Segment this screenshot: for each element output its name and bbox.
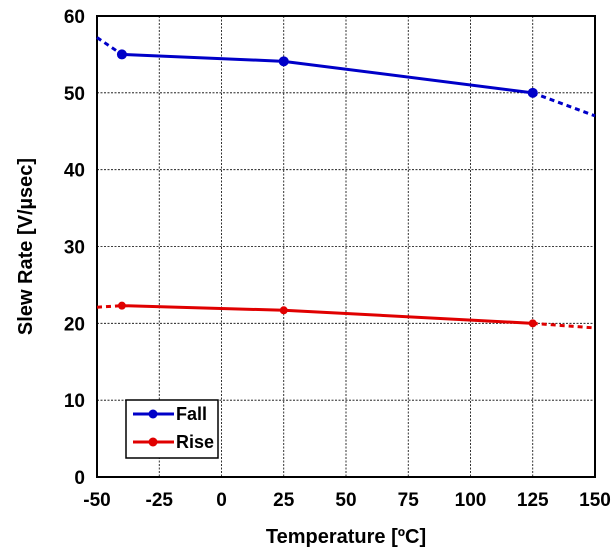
x-tick-label: 0 (216, 490, 227, 511)
series-rise (96, 301, 596, 330)
legend-item-fall: Fall (133, 404, 207, 424)
series-layer (96, 36, 596, 330)
legend-marker-rise (148, 437, 158, 447)
data-point-rise (117, 301, 126, 310)
series-fall-trend-right (532, 91, 596, 118)
series-rise-line (121, 304, 533, 325)
y-tick-label: 0 (74, 468, 85, 489)
y-tick-label: 10 (64, 391, 85, 412)
y-tick-label: 40 (64, 161, 85, 182)
x-tick-label: -50 (83, 490, 110, 511)
y-tick-label: 50 (64, 84, 85, 105)
legend-item-rise: Rise (133, 432, 214, 452)
y-tick-label: 60 (64, 7, 85, 28)
y-tick-label: 20 (64, 314, 85, 335)
legend-marker-fall (148, 409, 158, 419)
legend: Fall Rise (125, 399, 219, 459)
data-point-rise (279, 306, 288, 315)
y-tick-labels: 0 10 20 30 40 50 60 (64, 7, 85, 489)
x-tick-label: 75 (398, 490, 420, 511)
legend-label-fall: Fall (176, 404, 207, 424)
x-tick-labels: -50 -25 0 25 50 75 100 125 150 (83, 490, 611, 511)
legend-items: Fall Rise (133, 404, 214, 452)
legend-label-rise: Rise (176, 432, 214, 452)
x-axis-label: Temperature [ºC] (266, 526, 426, 548)
y-tick-label: 30 (64, 238, 85, 259)
x-tick-label: 125 (517, 490, 549, 511)
series-fall (96, 36, 596, 118)
series-fall-line (121, 52, 533, 95)
data-point-rise (528, 319, 537, 328)
x-tick-label: 25 (273, 490, 295, 511)
data-point-fall (116, 49, 127, 60)
series-rise-trend-left (96, 304, 122, 309)
data-point-fall (278, 56, 289, 67)
series-rise-trend-right (532, 321, 596, 330)
x-tick-label: -25 (146, 490, 174, 511)
plot-frame (96, 15, 596, 478)
y-axis-label: Slew Rate [V/µsec] (15, 158, 37, 335)
x-tick-label: 50 (335, 490, 356, 511)
x-tick-label: 100 (455, 490, 487, 511)
x-tick-label: 150 (579, 490, 611, 511)
legend-box (125, 399, 219, 459)
data-point-fall (527, 87, 538, 98)
